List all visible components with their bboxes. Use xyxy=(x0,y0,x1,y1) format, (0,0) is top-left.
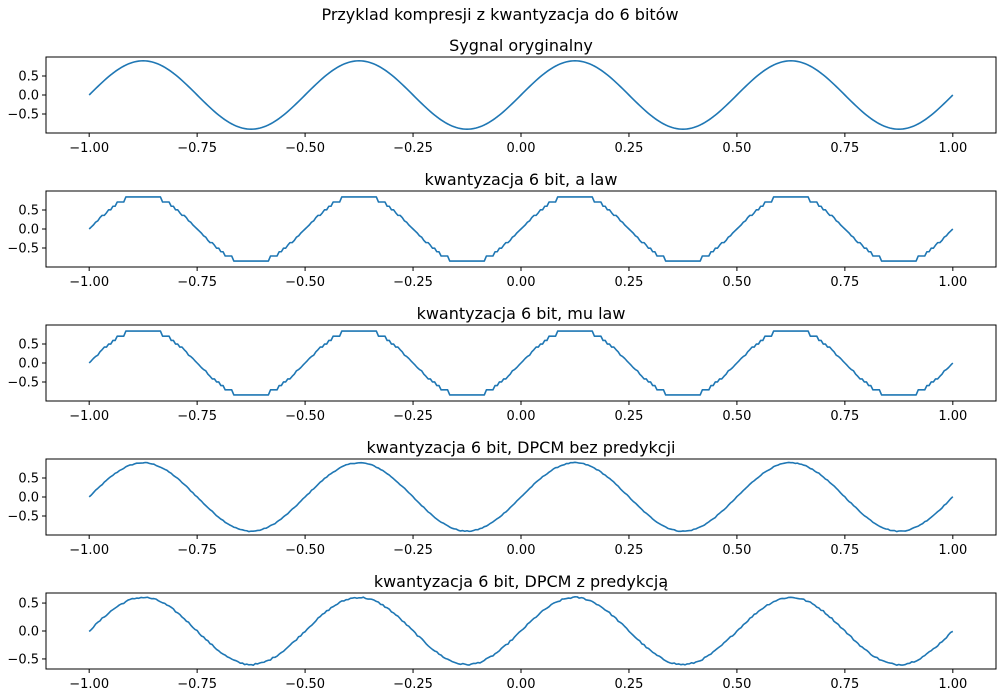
series-line xyxy=(88,596,954,666)
x-tick-label: 0.75 xyxy=(830,409,859,424)
y-tick-label: −0.5 xyxy=(7,510,39,525)
y-tick-label: 0.0 xyxy=(18,89,39,104)
subplots: Sygnal oryginalny −1.00 −0.75 −0.50 −0.25 0.0… xyxy=(7,36,997,692)
subplot-5: kwantyzacja 6 bit, DPCM z predykcją −1.00… xyxy=(7,572,997,692)
y-tick-label: 0.5 xyxy=(18,472,39,487)
x-tick-label: 0.00 xyxy=(507,409,536,424)
x-tick-label: 0.00 xyxy=(507,141,536,156)
x-tick-label: −0.75 xyxy=(177,275,217,290)
series-line xyxy=(88,196,954,262)
y-tick-label: −0.5 xyxy=(7,242,39,257)
y-tick-label: −0.5 xyxy=(7,652,39,667)
x-tick-label: 1.00 xyxy=(938,543,967,558)
x-tick-label: 0.50 xyxy=(722,543,751,558)
x-tick-label: 0.25 xyxy=(614,409,643,424)
y-tick-label: 0.0 xyxy=(18,223,39,238)
x-tick-label: 0.50 xyxy=(722,677,751,692)
series-line xyxy=(88,461,954,533)
x-tick-label: −0.50 xyxy=(285,543,325,558)
x-tick-label: 0.00 xyxy=(507,677,536,692)
x-tick-label: 1.00 xyxy=(938,141,967,156)
series-line xyxy=(88,330,954,396)
subplot-title: kwantyzacja 6 bit, DPCM bez predykcji xyxy=(366,438,675,457)
subplot-title: kwantyzacja 6 bit, DPCM z predykcją xyxy=(374,572,668,591)
x-tick-label: −0.75 xyxy=(177,409,217,424)
y-tick-label: 0.0 xyxy=(18,491,39,506)
y-tick-label: −0.5 xyxy=(7,376,39,391)
x-tick-label: 0.00 xyxy=(507,543,536,558)
subplot-title: Sygnal oryginalny xyxy=(449,36,593,55)
y-tick-label: 0.5 xyxy=(18,204,39,219)
figure-suptitle: Przyklad kompresji z kwantyzacja do 6 bi… xyxy=(321,5,678,24)
x-tick-label: −1.00 xyxy=(69,543,109,558)
y-tick-label: 0.5 xyxy=(18,597,39,612)
x-tick-label: −0.75 xyxy=(177,543,217,558)
x-tick-label: −0.50 xyxy=(285,409,325,424)
x-tick-label: 0.75 xyxy=(830,543,859,558)
x-tick-label: 0.25 xyxy=(614,141,643,156)
x-tick-label: 1.00 xyxy=(938,677,967,692)
subplot-3: kwantyzacja 6 bit, mu law−1.00 −0.75 −0.50… xyxy=(7,304,997,424)
x-tick-label: −0.25 xyxy=(393,141,433,156)
x-tick-label: 0.50 xyxy=(722,275,751,290)
x-tick-label: 0.25 xyxy=(614,543,643,558)
x-tick-label: −0.75 xyxy=(177,677,217,692)
subplot-4: kwantyzacja 6 bit, DPCM bez predykcji −1.… xyxy=(7,438,997,558)
x-tick-label: 0.50 xyxy=(722,409,751,424)
x-tick-label: −0.25 xyxy=(393,543,433,558)
x-tick-label: 0.25 xyxy=(614,677,643,692)
series-line xyxy=(88,60,954,130)
x-tick-label: −1.00 xyxy=(69,677,109,692)
subplot-title: kwantyzacja 6 bit, mu law xyxy=(417,304,626,323)
x-tick-label: 0.00 xyxy=(507,275,536,290)
x-tick-label: 1.00 xyxy=(938,409,967,424)
x-tick-label: −0.25 xyxy=(393,409,433,424)
x-tick-label: −1.00 xyxy=(69,141,109,156)
y-tick-label: 0.5 xyxy=(18,70,39,85)
x-tick-label: 0.75 xyxy=(830,141,859,156)
y-tick-label: 0.0 xyxy=(18,625,39,640)
x-tick-label: −0.50 xyxy=(285,141,325,156)
x-tick-label: −0.50 xyxy=(285,677,325,692)
x-tick-label: 0.25 xyxy=(614,275,643,290)
y-tick-label: 0.5 xyxy=(18,338,39,353)
x-tick-label: −1.00 xyxy=(69,409,109,424)
x-tick-label: −0.25 xyxy=(393,677,433,692)
x-tick-label: −0.25 xyxy=(393,275,433,290)
x-tick-label: −0.50 xyxy=(285,275,325,290)
subplot-2: kwantyzacja 6 bit, a law −1.00 −0.75 −0.50 −… xyxy=(7,170,997,290)
x-tick-label: 0.75 xyxy=(830,275,859,290)
subplot-title: kwantyzacja 6 bit, a law xyxy=(425,170,618,189)
x-tick-label: 0.75 xyxy=(830,677,859,692)
y-tick-label: 0.0 xyxy=(18,357,39,372)
x-tick-label: 1.00 xyxy=(938,275,967,290)
x-tick-label: −1.00 xyxy=(69,275,109,290)
subplot-1: Sygnal oryginalny −1.00 −0.75 −0.50 −0.25 0.0… xyxy=(7,36,997,156)
y-tick-label: −0.5 xyxy=(7,108,39,123)
x-tick-label: 0.50 xyxy=(722,141,751,156)
x-tick-label: −0.75 xyxy=(177,141,217,156)
